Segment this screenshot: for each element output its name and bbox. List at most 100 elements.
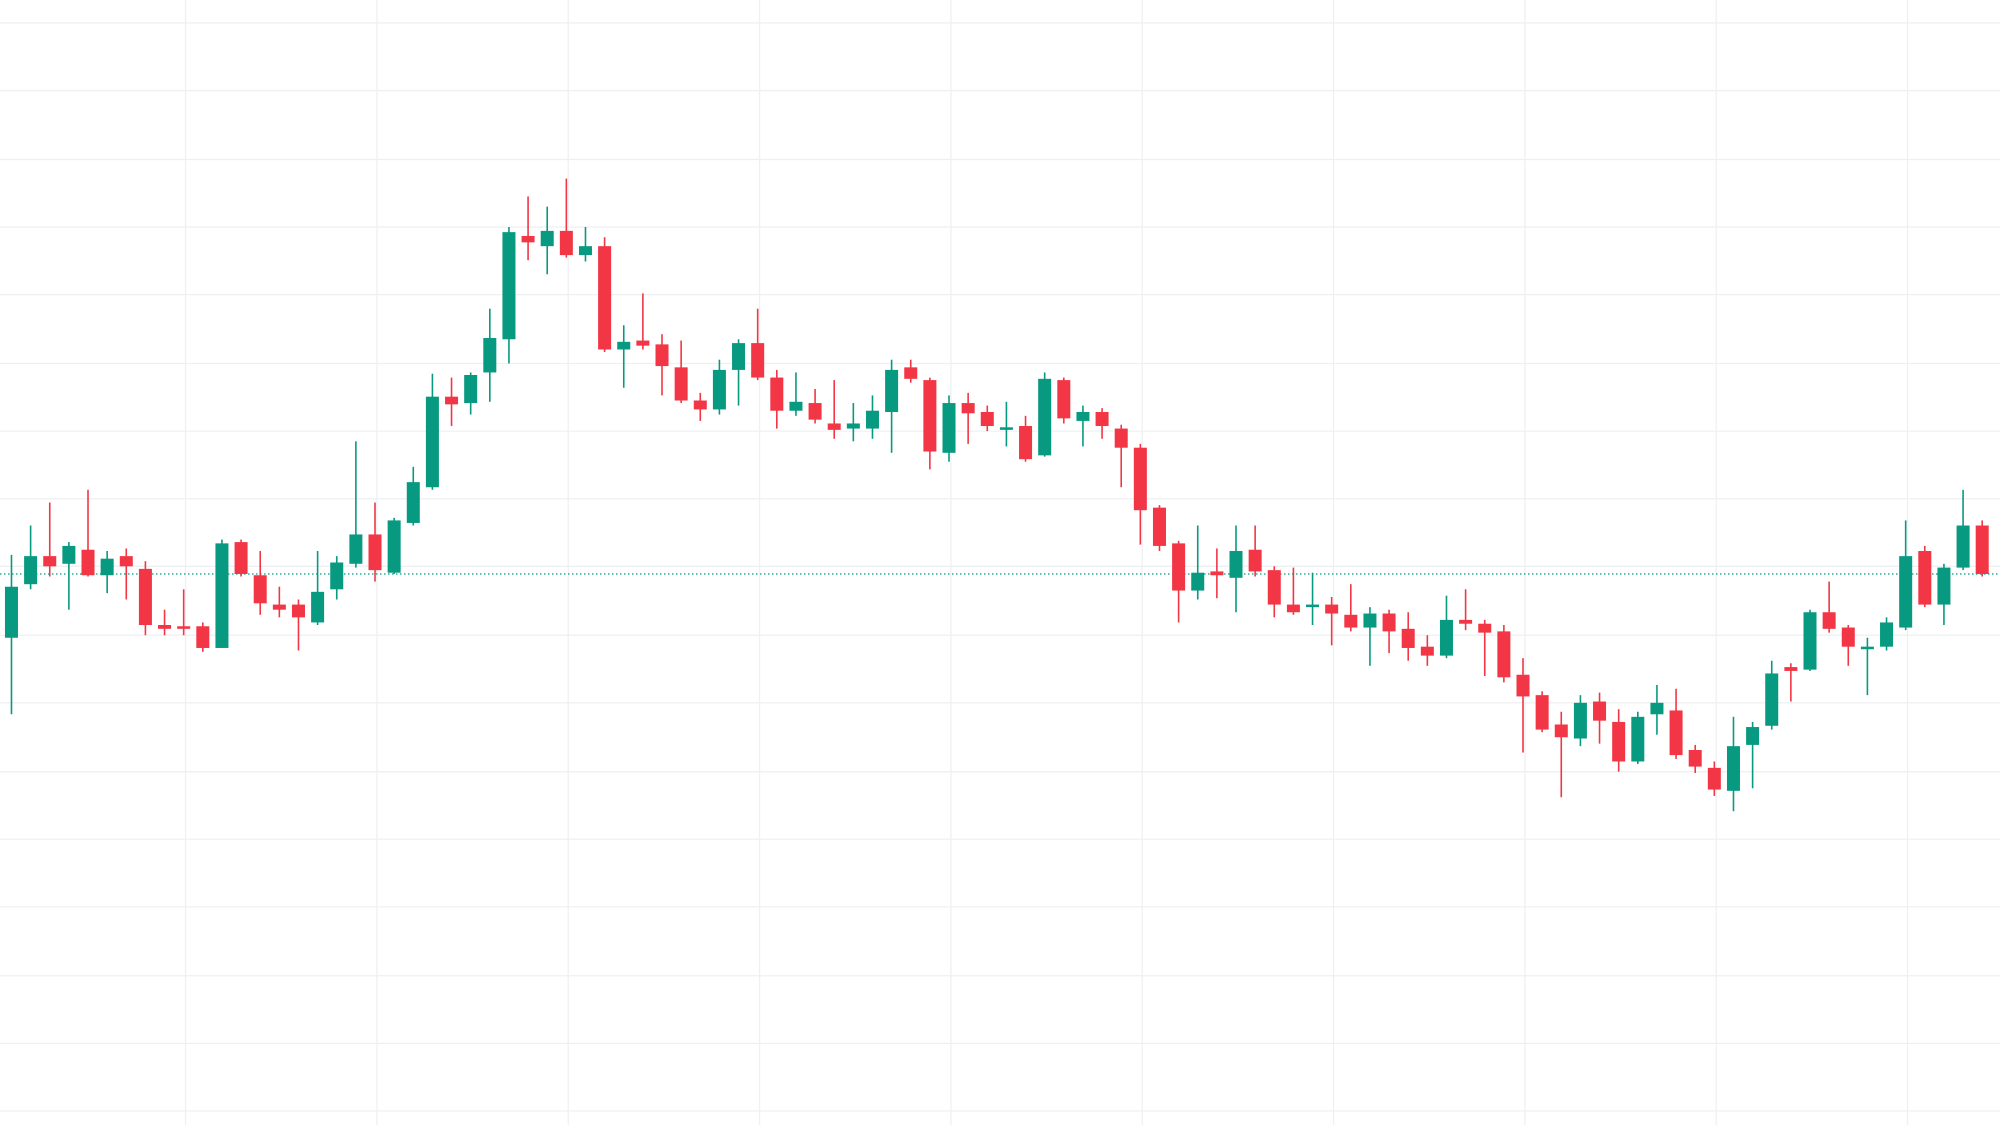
candle-body xyxy=(961,403,975,414)
candle-body xyxy=(1937,567,1951,605)
candle-body xyxy=(1459,619,1473,624)
candle-body xyxy=(43,556,57,567)
candle-body xyxy=(865,410,879,429)
candle-body xyxy=(1229,551,1243,578)
candle-body xyxy=(1267,570,1281,605)
candle-body xyxy=(1344,614,1358,628)
candle-body xyxy=(1076,411,1090,421)
candle-body xyxy=(1152,507,1166,546)
candle-body xyxy=(1535,695,1549,730)
candle-body xyxy=(1478,623,1492,633)
candle-body xyxy=(808,403,822,420)
candle-body xyxy=(1956,525,1970,568)
candle-body xyxy=(923,380,937,452)
candle-body xyxy=(1286,604,1300,613)
candle-body xyxy=(1918,551,1932,605)
candle-body xyxy=(999,427,1013,430)
candle-body xyxy=(1382,613,1396,632)
candle-body xyxy=(1057,380,1071,419)
candle-body xyxy=(425,396,439,488)
candle-body xyxy=(1019,426,1033,460)
candle-body xyxy=(1688,750,1702,767)
candle-body xyxy=(655,344,669,367)
candle-body xyxy=(827,423,841,430)
candle-body xyxy=(904,367,918,379)
candle-body xyxy=(1784,667,1798,671)
candle-body xyxy=(158,625,172,629)
candle-body xyxy=(483,338,497,373)
candle-body xyxy=(1612,721,1626,762)
candle-body xyxy=(1439,619,1453,656)
candle-body xyxy=(1038,378,1052,456)
candle-body xyxy=(1860,646,1874,650)
candle-body xyxy=(1516,674,1530,697)
candle-body xyxy=(540,230,554,247)
candle-body xyxy=(1631,716,1645,762)
candle-body xyxy=(1593,701,1607,721)
candle-body xyxy=(177,626,191,629)
candle-body xyxy=(349,534,363,564)
candle-body xyxy=(732,343,746,370)
candle-body xyxy=(1650,702,1664,715)
candle-body xyxy=(1726,746,1740,791)
candle-body xyxy=(464,375,478,404)
candle-body xyxy=(789,401,803,411)
candle-body xyxy=(291,604,305,618)
candle-body xyxy=(62,545,76,564)
candle-body xyxy=(846,423,860,429)
candle-body xyxy=(598,246,612,350)
candle-body xyxy=(24,556,38,585)
candle-body xyxy=(1306,604,1320,608)
candle-body xyxy=(272,604,286,610)
candle-body xyxy=(1420,646,1434,656)
candle-body xyxy=(502,232,516,340)
candle-body xyxy=(1573,702,1587,739)
candle-body xyxy=(559,230,573,256)
candle-body xyxy=(1210,571,1224,576)
candle-body xyxy=(368,534,382,571)
candle-body xyxy=(636,340,650,346)
candle-body xyxy=(521,235,535,243)
candle-body xyxy=(1669,710,1683,756)
candle-body xyxy=(1841,627,1855,647)
candle-body xyxy=(1880,622,1894,647)
candle-body xyxy=(138,568,152,625)
candle-body xyxy=(942,403,956,453)
candle-body xyxy=(1095,411,1109,427)
candle-body xyxy=(1497,631,1511,678)
candle-body xyxy=(387,520,401,573)
candle-body xyxy=(1803,612,1817,670)
candle-body xyxy=(1975,525,1989,574)
candle-body xyxy=(311,591,325,623)
candle-body xyxy=(1707,767,1721,790)
candle-body xyxy=(578,246,592,256)
candle-body xyxy=(1363,613,1377,628)
candle-body xyxy=(4,586,18,638)
candle-body xyxy=(1401,628,1415,648)
candle-body xyxy=(1746,727,1760,745)
candle-body xyxy=(100,558,114,576)
candle-body xyxy=(617,341,631,350)
candle-body xyxy=(330,562,344,590)
candle-body xyxy=(1765,673,1779,726)
candle-body xyxy=(980,411,994,427)
candle-body xyxy=(770,377,784,411)
candle-body xyxy=(885,369,899,412)
candle-body xyxy=(751,343,765,378)
candle-body xyxy=(712,369,726,410)
candle-body xyxy=(119,556,133,567)
candle-body xyxy=(445,396,459,405)
candle-body xyxy=(674,367,688,401)
candle-body xyxy=(1325,604,1339,614)
candle-body xyxy=(253,575,267,604)
candle-body xyxy=(1172,543,1186,591)
candle-body xyxy=(81,549,95,576)
candle-body xyxy=(1554,724,1568,738)
candle-body xyxy=(215,543,229,648)
candle-body xyxy=(1822,612,1836,629)
candle-body xyxy=(1133,447,1147,511)
candle-body xyxy=(196,626,210,648)
candle-body xyxy=(234,542,248,574)
